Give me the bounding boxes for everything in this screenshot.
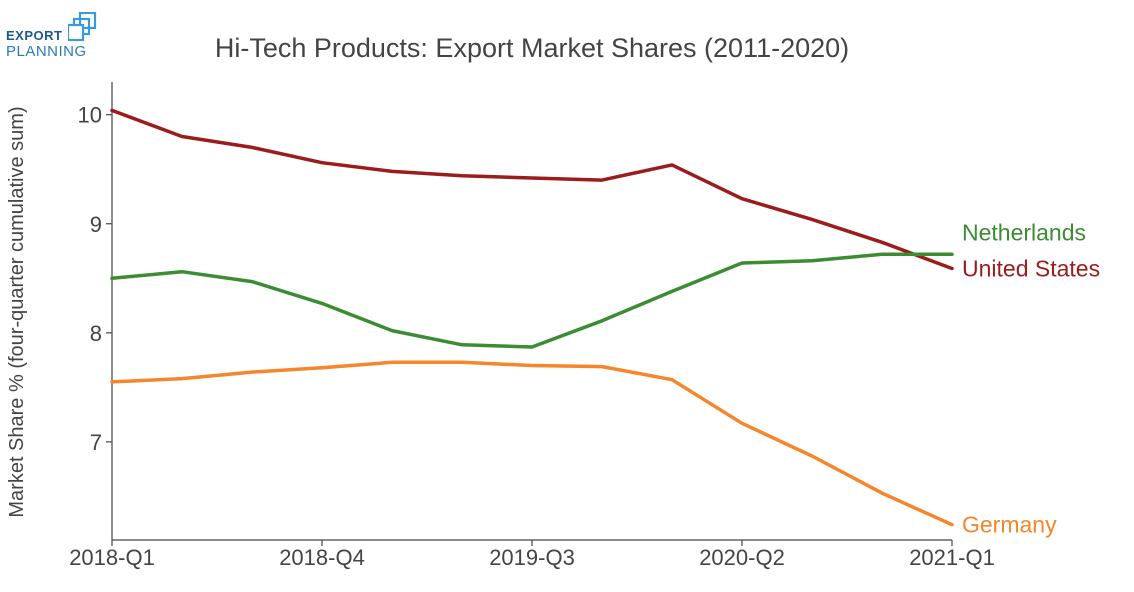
- series-label-germany: Germany: [962, 512, 1057, 538]
- series-label-united-states: United States: [962, 255, 1100, 281]
- series-line-netherlands: [110, 252, 954, 349]
- x-tick-label: 2021-Q1: [909, 545, 995, 570]
- series-label-netherlands: Netherlands: [962, 219, 1086, 245]
- x-tick-label: 2019-Q3: [489, 545, 575, 570]
- y-axis-label: Market Share % (four-quarter cumulative …: [6, 106, 28, 517]
- series-line-united-states: [110, 108, 954, 271]
- export-planning-logo: EXPORT PLANNING: [6, 12, 106, 62]
- y-tick-label: 8: [90, 321, 102, 346]
- y-tick-label: 10: [78, 103, 102, 128]
- x-tick-label: 2020-Q2: [699, 545, 785, 570]
- x-tick-label: 2018-Q4: [279, 545, 365, 570]
- logo-text-export: EXPORT: [6, 28, 63, 43]
- series-line-germany: [110, 360, 954, 527]
- y-tick-label: 9: [90, 212, 102, 237]
- nested-squares-logo-icon: [68, 12, 97, 42]
- y-tick-label: 7: [90, 430, 102, 455]
- chart-title: Hi-Tech Products: Export Market Shares (…: [215, 33, 849, 63]
- x-tick-label: 2018-Q1: [69, 545, 155, 570]
- logo-text-planning: PLANNING: [6, 43, 87, 60]
